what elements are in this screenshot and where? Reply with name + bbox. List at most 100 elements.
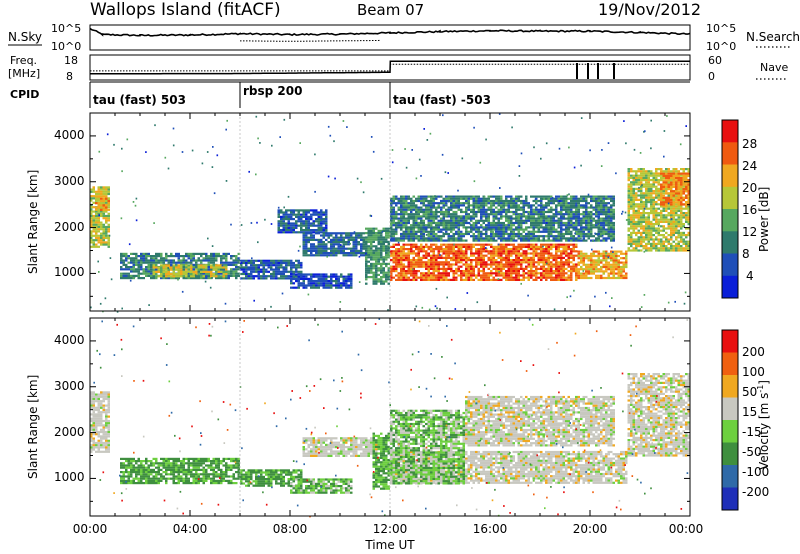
heatmap-cell	[350, 277, 353, 280]
heatmap-cell	[437, 272, 440, 275]
heatmap-cell	[532, 243, 535, 246]
heatmap-cell	[567, 202, 570, 205]
heatmap-cell	[610, 213, 613, 216]
heatmap-cell	[422, 213, 425, 216]
heatmap-cell	[305, 241, 308, 244]
heatmap-cell	[650, 174, 653, 177]
heatmap-cell	[615, 272, 618, 275]
heatmap-cell	[482, 221, 485, 225]
heatmap-cell	[347, 232, 350, 235]
heatmap-cell	[160, 268, 163, 271]
heatmap-cell	[172, 255, 175, 258]
heatmap-cell	[557, 248, 560, 251]
heatmap-cell	[560, 243, 563, 246]
heatmap-cell	[527, 239, 530, 242]
heatmap-cell	[347, 286, 350, 289]
heatmap-cell	[452, 215, 455, 218]
heatmap-cell	[515, 217, 518, 220]
heatmap-cell	[475, 261, 478, 264]
heatmap-cell	[492, 224, 495, 227]
heatmap-cell	[437, 226, 440, 229]
heatmap-cell	[515, 213, 518, 216]
heatmap-cell	[600, 224, 603, 227]
heatmap-cell	[545, 278, 548, 281]
heatmap-cell	[480, 230, 483, 233]
heatmap-cell	[575, 267, 578, 270]
heatmap-cell	[432, 278, 435, 281]
heatmap-cell	[282, 211, 285, 214]
heatmap-cell	[510, 224, 513, 227]
heatmap-cell	[322, 286, 325, 289]
heatmap-cell	[125, 272, 128, 275]
heatmap-cell	[297, 272, 300, 276]
heatmap-cell	[250, 266, 253, 269]
heatmap-cell	[205, 273, 208, 276]
heatmap-cell	[465, 270, 468, 273]
heatmap-cell	[162, 270, 165, 273]
heatmap-cell	[610, 235, 613, 238]
heatmap-cell	[542, 267, 545, 270]
heatmap-cell	[517, 197, 520, 200]
heatmap-cell	[570, 274, 573, 277]
heatmap-cell	[317, 211, 320, 214]
heatmap-cell	[577, 230, 580, 233]
heatmap-cell	[317, 282, 320, 285]
heatmap-cell	[595, 232, 598, 236]
heatmap-cell	[465, 208, 468, 211]
heatmap-cell	[425, 278, 428, 281]
heatmap-cell	[107, 199, 110, 203]
heatmap-cell	[365, 249, 368, 252]
heatmap-cell	[525, 197, 528, 200]
heatmap-cell	[127, 257, 130, 260]
heatmap-cell	[485, 243, 488, 246]
heatmap-cell	[252, 270, 255, 273]
heatmap-cell	[170, 263, 173, 266]
heatmap-cell	[595, 226, 598, 229]
heatmap-cell	[355, 236, 358, 239]
heatmap-cell	[650, 198, 653, 201]
heatmap-cell	[587, 221, 590, 225]
heatmap-cell	[640, 245, 643, 248]
heatmap-cell	[422, 197, 425, 200]
heatmap-cell	[217, 252, 220, 255]
heatmap-cell	[305, 247, 308, 250]
heatmap-cell	[545, 261, 548, 264]
heatmap-cell	[515, 219, 518, 222]
heatmap-cell	[425, 272, 428, 275]
heatmap-cell	[555, 221, 558, 225]
heatmap-cell	[147, 255, 150, 258]
heatmap-cell	[560, 267, 563, 270]
heatmap-cell	[250, 259, 253, 262]
heatmap-cell	[435, 197, 438, 200]
heatmap-cell	[355, 232, 358, 235]
nave-line	[90, 63, 690, 72]
heatmap-cell	[412, 232, 415, 236]
heatmap-cell	[455, 226, 458, 229]
heatmap-cell	[237, 252, 240, 255]
heatmap-cell	[95, 243, 98, 246]
heatmap-cell	[200, 252, 203, 255]
heatmap-cell	[622, 261, 625, 264]
heatmap-cell	[280, 259, 283, 262]
heatmap-cell	[507, 237, 510, 240]
heatmap-cell	[630, 203, 633, 206]
heatmap-cell	[580, 261, 583, 264]
heatmap-cell	[420, 237, 423, 240]
heatmap-cell	[527, 235, 530, 238]
heatmap-cell	[190, 277, 193, 280]
heatmap-cell	[287, 264, 290, 267]
heatmap-cell	[137, 263, 140, 266]
heatmap-cell	[447, 235, 450, 238]
heatmap-cell	[285, 275, 288, 278]
heatmap-cell	[372, 238, 375, 241]
heatmap-cell	[442, 228, 445, 231]
heatmap-cell	[480, 215, 483, 218]
heatmap-cell	[490, 226, 493, 229]
heatmap-cell	[605, 276, 608, 280]
heatmap-cell	[460, 270, 463, 273]
heatmap-cell	[325, 218, 328, 221]
heatmap-cell	[570, 208, 573, 211]
heatmap-cell	[377, 229, 380, 232]
heatmap-cell	[507, 224, 510, 227]
heatmap-cell	[600, 206, 603, 209]
